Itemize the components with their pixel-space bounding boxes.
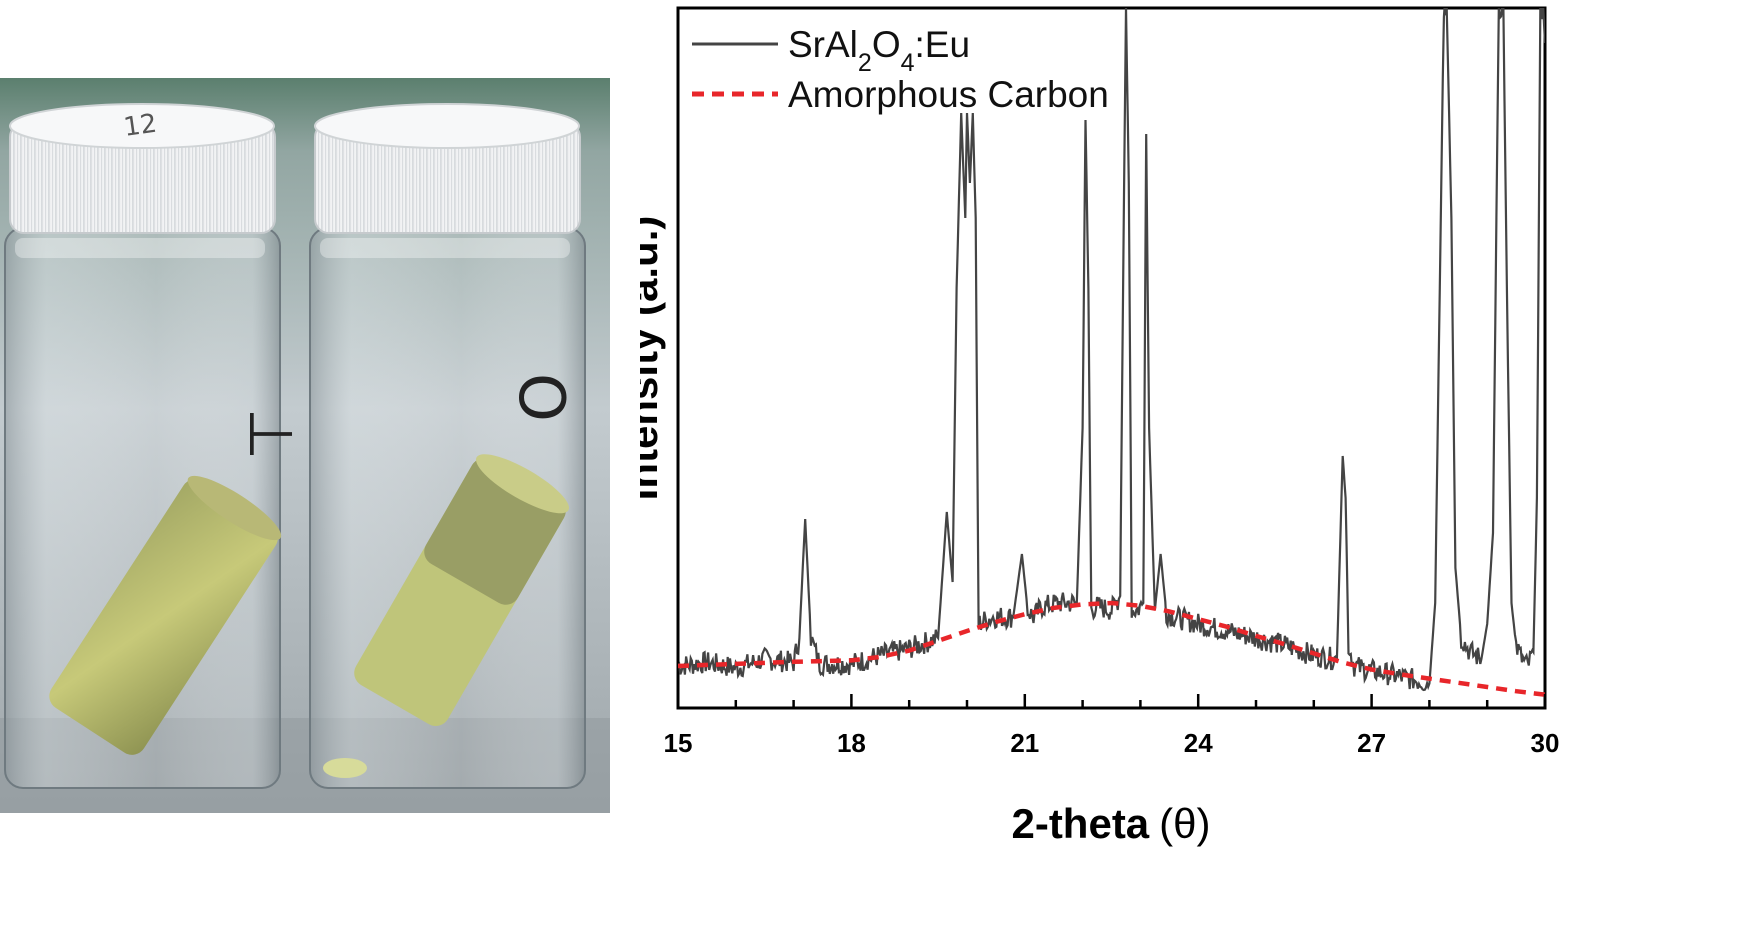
x-axis-title-symbol: (θ) xyxy=(1159,800,1210,847)
series-line-sral2o4-eu xyxy=(678,8,1545,692)
x-tick-label: 30 xyxy=(1531,728,1560,758)
vials-photo: 12 ⊥ O xyxy=(0,78,610,813)
vial-left-foam xyxy=(49,475,282,755)
legend-label-amorphous-carbon: Amorphous Carbon xyxy=(788,74,1109,115)
vial-left-cap-marking: 12 xyxy=(122,109,159,143)
vial-right: O xyxy=(309,103,586,789)
series-layer xyxy=(678,8,1545,697)
vial-right-side-marking: O xyxy=(505,373,578,422)
vial-left-side-marking: ⊥ xyxy=(235,408,305,460)
x-tick-label: 27 xyxy=(1357,728,1386,758)
x-tick-label: 18 xyxy=(837,728,866,758)
legend-label-srAl2O4: SrAl2O4:Eu xyxy=(788,24,970,77)
x-axis-ticks: 15 18 21 24 27 30 xyxy=(664,694,1560,758)
series-line-amorphous-carbon xyxy=(678,600,1545,697)
x-tick-label: 21 xyxy=(1010,728,1039,758)
plot-frame xyxy=(676,6,1547,710)
x-axis-title-main: 2-theta xyxy=(1011,800,1149,847)
x-tick-label: 24 xyxy=(1184,728,1213,758)
vial-left: 12 ⊥ xyxy=(4,103,305,789)
vial-right-foam xyxy=(354,454,570,726)
legend: SrAl2O4:Eu Amorphous Carbon xyxy=(692,24,1109,115)
x-axis-title: 2-theta (θ) xyxy=(1011,800,1210,847)
xrd-chart: 15 18 21 24 27 30 Intensity (a.u.) 2-theta (θ)… xyxy=(640,6,1560,847)
x-tick-label: 15 xyxy=(664,728,693,758)
y-axis-title: Intensity (a.u.) xyxy=(640,216,666,501)
